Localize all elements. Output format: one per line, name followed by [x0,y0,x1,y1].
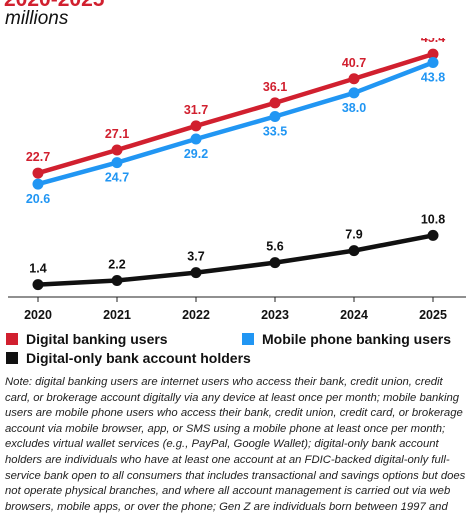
legend-item-mobile-banking: Mobile phone banking users [242,331,451,347]
x-tick-label: 2023 [261,308,289,322]
legend-swatch-blue [242,333,254,345]
x-tick-label: 2025 [419,308,447,322]
data-point [427,229,439,241]
data-point [348,73,360,85]
chart-subtitle: millions [5,8,69,29]
data-label: 43.8 [421,71,445,85]
data-label: 5.6 [266,240,283,254]
data-point [348,245,360,257]
series-line-1 [35,60,436,187]
data-label: 45.4 [421,38,445,45]
data-label: 22.7 [26,150,50,164]
data-point [269,97,281,109]
data-point [427,48,439,60]
data-label: 7.9 [345,228,362,242]
data-label: 29.2 [184,147,208,161]
data-point [190,120,202,132]
data-label: 24.7 [105,171,129,185]
data-point [111,157,123,169]
data-label: 2.2 [108,257,125,271]
data-point [190,133,202,145]
chart-title: 2020-2025 [4,0,104,11]
data-point [111,274,123,286]
data-label: 1.4 [29,262,46,276]
legend-label: Digital banking users [26,331,168,347]
x-tick-label: 2020 [24,308,52,322]
series-line-0 [35,51,436,176]
data-point [111,144,123,156]
legend-item-digital-only: Digital-only bank account holders [6,350,251,366]
footnote: Note: digital banking users are internet… [5,376,466,513]
data-label: 10.8 [421,212,445,226]
data-label: 36.1 [263,80,287,94]
data-label: 27.1 [105,127,129,141]
data-point [32,279,44,291]
data-label: 33.5 [263,124,287,138]
data-point [269,257,281,269]
legend-item-digital-banking: Digital banking users [6,331,168,347]
data-label: 20.6 [26,192,50,206]
x-tick-label: 2021 [103,308,131,322]
line-chart: 2020 2021 2022 2023 2024 2025 22.7 27.1 31.7 36.1… [8,38,466,322]
data-point [269,110,281,122]
data-point [348,87,360,99]
data-label: 40.7 [342,56,366,70]
data-label: 31.7 [184,103,208,117]
data-label: 3.7 [187,250,204,264]
data-point [32,167,44,179]
data-label: 38.0 [342,101,366,115]
legend-swatch-red [6,333,18,345]
data-point [427,57,439,69]
series-line-2 [35,233,436,287]
legend-swatch-black [6,352,18,364]
x-tick-label: 2022 [182,308,210,322]
legend-label: Digital-only bank account holders [26,350,251,366]
legend-label: Mobile phone banking users [262,331,452,347]
x-tick-label: 2024 [340,308,368,322]
data-point [32,178,44,190]
data-point [190,267,202,279]
